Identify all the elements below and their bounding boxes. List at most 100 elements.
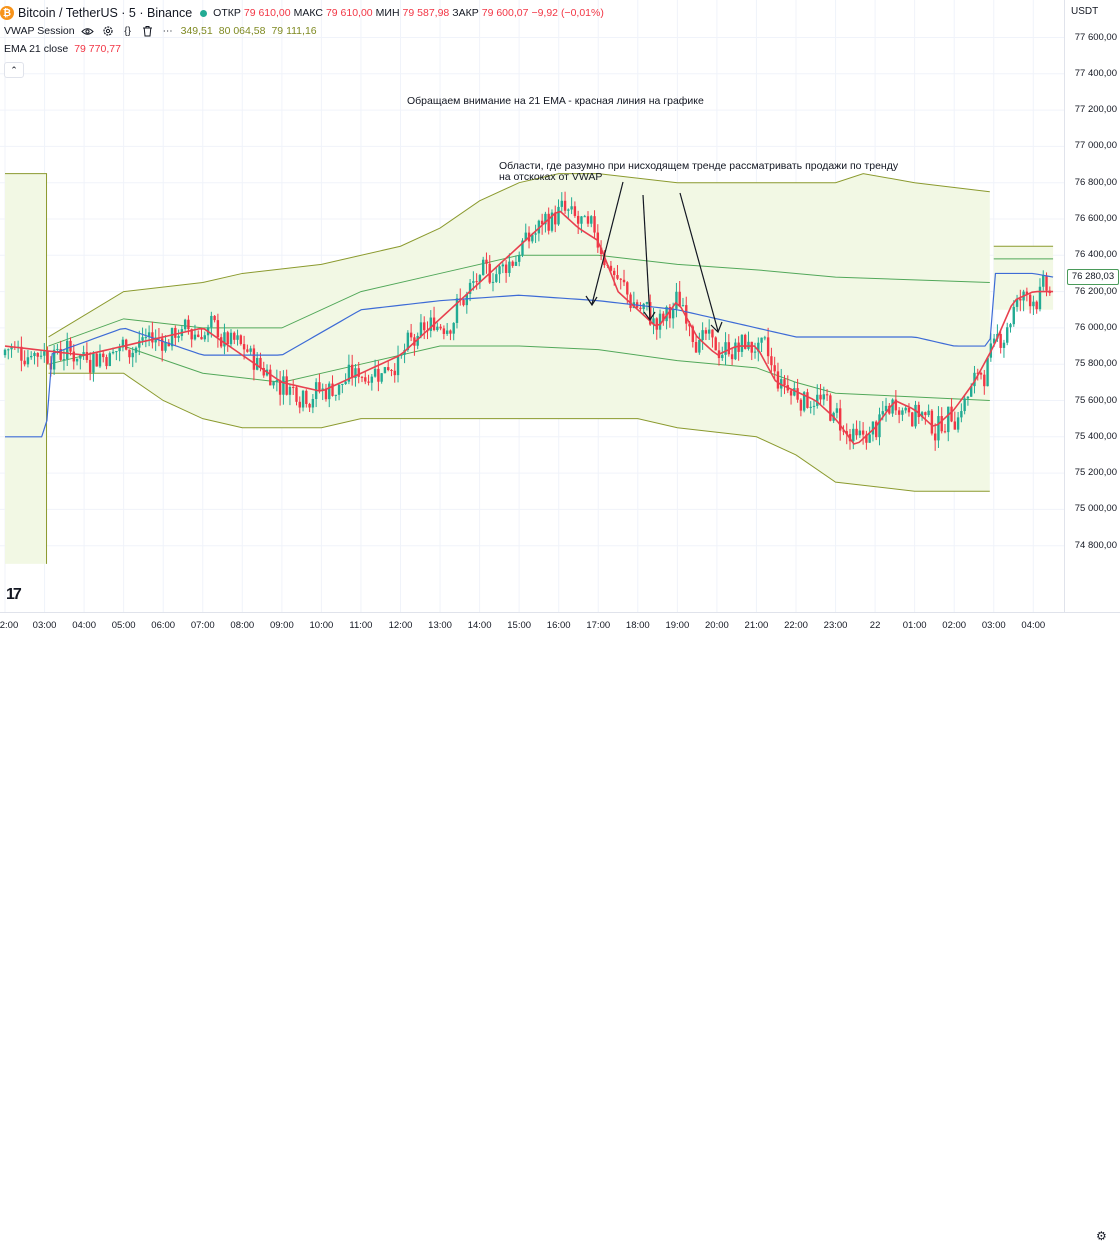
candle-body — [465, 293, 469, 306]
eye-icon[interactable] — [81, 24, 95, 38]
change-value: −9,92 (−0,01%) — [531, 7, 604, 19]
candle-body — [72, 351, 75, 362]
candle-body — [947, 406, 950, 433]
price-chart[interactable] — [0, 0, 1064, 612]
close-label: ЗАКР — [452, 7, 479, 19]
collapse-legend-button[interactable]: ⌃ — [4, 62, 24, 78]
candle-body — [645, 302, 649, 304]
legend-vwap-row[interactable]: VWAP Session {} ⋯ 349,51 80 064,58 79 11… — [0, 22, 317, 40]
candle-body — [406, 332, 410, 350]
candle-body — [164, 342, 167, 351]
more-icon[interactable]: ⋯ — [162, 25, 173, 37]
time-tick: 01:00 — [902, 620, 927, 631]
candle-body — [69, 340, 72, 352]
candle-body — [573, 206, 577, 216]
candle-body — [688, 323, 691, 327]
tradingview-logo[interactable]: 17 — [6, 586, 22, 603]
price-tick: 76 000,00 — [1074, 321, 1117, 333]
candle-body — [354, 368, 357, 379]
candle-body — [46, 351, 49, 364]
candle-body — [79, 354, 82, 359]
price-tick: 75 000,00 — [1074, 503, 1117, 515]
candle-body — [1045, 275, 1048, 291]
open-label: ОТКР — [213, 7, 241, 19]
candle-body — [711, 329, 714, 338]
candle-body — [842, 430, 845, 432]
currency-label[interactable]: USDT — [1071, 6, 1099, 17]
candle-body — [167, 342, 170, 347]
candle-body — [737, 342, 740, 352]
time-scale[interactable]: 2:00 03:00 04:00 05:00 06:00 07:00 08:00 09:00 1… — [0, 612, 1120, 1243]
vwap-lower-band — [48, 372, 990, 492]
area-annotation-line2[interactable]: на отскоках от VWAP — [499, 171, 603, 183]
candle-body — [966, 396, 970, 399]
time-tick: 15:00 — [507, 620, 532, 631]
candle-body — [825, 394, 829, 396]
candle-body — [357, 368, 360, 377]
main-annotation[interactable]: Обращаем внимание на 21 EMA - красная ли… — [407, 95, 704, 107]
candle-body — [691, 326, 694, 342]
candle-body — [239, 335, 243, 345]
candle-body — [809, 406, 812, 408]
time-tick: 05:00 — [111, 620, 136, 631]
candle-body — [655, 318, 658, 330]
candle-body — [324, 388, 328, 400]
candle-body — [331, 383, 334, 396]
candle-body — [694, 341, 698, 353]
candle-body — [953, 421, 957, 430]
candle-body — [396, 355, 400, 376]
candle-body — [347, 364, 351, 382]
candle-body — [409, 332, 413, 338]
chevron-up-icon: ⌃ — [10, 64, 18, 75]
current-price-label: 76 280,03 — [1067, 269, 1119, 286]
candle-body — [495, 274, 498, 282]
candle-body — [770, 356, 773, 366]
candle-body — [580, 216, 583, 224]
candle-body — [52, 349, 56, 370]
candle-body — [439, 326, 442, 329]
time-tick: 22:00 — [784, 620, 808, 631]
candle-body — [734, 342, 737, 360]
vwap-indicator-name[interactable]: VWAP Session — [4, 25, 75, 37]
candle-body — [852, 428, 855, 442]
braces-icon[interactable]: {} — [124, 25, 131, 37]
candle-body — [547, 213, 550, 231]
candle-body — [367, 381, 370, 383]
candle-body — [131, 352, 134, 358]
candle-body — [704, 330, 708, 334]
gear-icon[interactable] — [101, 24, 115, 38]
price-tick: 76 200,00 — [1074, 285, 1117, 297]
candle-body — [701, 330, 704, 341]
time-tick: 02:00 — [942, 620, 967, 631]
close-value: 79 600,07 — [481, 7, 529, 19]
price-tick: 74 800,00 — [1074, 539, 1117, 551]
candle-body — [485, 259, 488, 264]
candle-body — [514, 261, 518, 266]
candle-body — [255, 357, 259, 370]
chart-area[interactable]: ₿ Bitcoin / TetherUS · 5 · Binance ОТКР 7… — [0, 0, 1064, 612]
time-tick: 13:00 — [428, 620, 452, 631]
settings-icon[interactable]: ⚙ — [1096, 1229, 1107, 1243]
trash-icon[interactable] — [141, 24, 155, 38]
candle-body — [639, 307, 642, 310]
candle-body — [341, 384, 344, 386]
candle-body — [763, 337, 767, 339]
candle-body — [1038, 286, 1042, 310]
time-tick: 14:00 — [467, 620, 492, 631]
candle-body — [760, 337, 763, 343]
candle-body — [203, 335, 206, 340]
area-annotation-line1[interactable]: Области, где разумно при нисходящем трен… — [499, 160, 899, 172]
time-tick: 10:00 — [309, 620, 334, 631]
symbol-title[interactable]: Bitcoin / TetherUS · 5 · Binance — [18, 6, 193, 20]
candle-body — [740, 334, 744, 352]
candle-body — [387, 367, 390, 370]
candle-body — [658, 313, 662, 330]
candle-body — [262, 367, 265, 376]
candle-body — [147, 332, 151, 338]
candle-body — [835, 408, 839, 413]
candle-body — [894, 399, 898, 411]
candle-body — [540, 220, 544, 225]
price-scale[interactable]: USDT 77 600,00 77 400,00 77 200,00 77 000,0… — [1064, 0, 1120, 612]
legend-ema-row[interactable]: EMA 21 close 79 770,77 — [0, 40, 121, 58]
ema-indicator-name[interactable]: EMA 21 close — [4, 43, 69, 55]
